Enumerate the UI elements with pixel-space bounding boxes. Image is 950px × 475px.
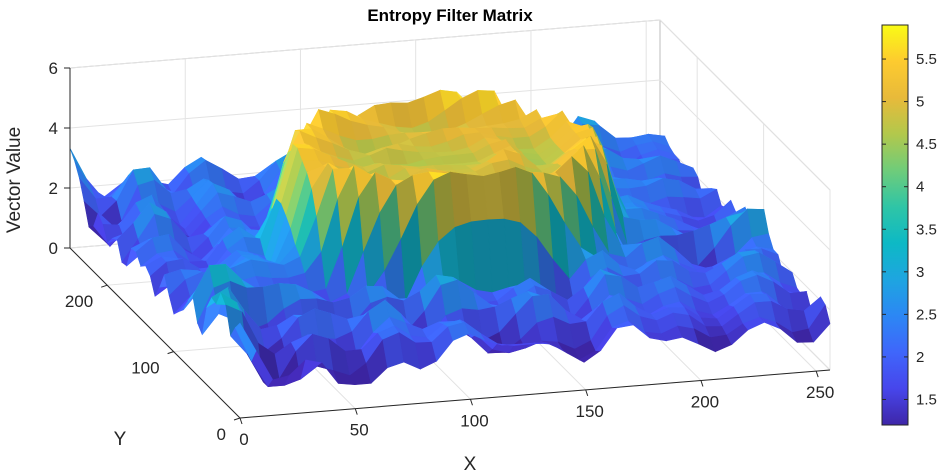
y-axis-ticks: 0 100 200 (65, 284, 241, 444)
x-tick-label: 150 (576, 402, 604, 421)
x-tick-mark (354, 408, 358, 415)
y-tick-mark (233, 417, 241, 421)
y-tick-mark (167, 351, 174, 355)
surface-patch (808, 304, 831, 343)
x-tick-mark (700, 380, 704, 387)
surface-plot (69, 89, 831, 388)
z-tick-label: 0 (49, 239, 58, 258)
x-tick-label: 250 (806, 383, 834, 402)
y-tick-label: 100 (131, 359, 159, 378)
gridline-z-side (659, 19, 831, 191)
gridline-z-back (69, 19, 661, 69)
gridline-z-side (659, 79, 831, 251)
gridline-z-back (69, 79, 661, 129)
x-tick-mark (469, 399, 473, 406)
colorbar-tick-label: 2 (916, 349, 924, 366)
x-tick-mark (815, 370, 819, 378)
colorbar-tick-label: 5.5 (916, 51, 937, 68)
colorbar-tick-label: 4.5 (916, 136, 937, 153)
x-tick-label: 50 (350, 421, 369, 440)
colorbar-ticks: 1.5 2 2.5 3 3.5 4 4.5 5 5.5 (882, 51, 937, 408)
y-tick-mark (101, 284, 108, 288)
x-tick-mark (585, 389, 589, 397)
x-tick-label: 200 (691, 393, 719, 412)
z-axis-label: Vector Value (4, 127, 25, 233)
axes-front-box (69, 68, 831, 419)
y-tick-label: 0 (217, 425, 226, 444)
x-tick-label: 100 (460, 411, 488, 430)
x-axis-line (239, 369, 831, 419)
x-tick-label: 0 (239, 430, 248, 449)
colorbar-tick-label: 3 (916, 264, 924, 281)
z-tick-label: 2 (49, 179, 58, 198)
y-tick-label: 200 (65, 292, 93, 311)
colorbar-tick-label: 5 (916, 94, 924, 111)
z-tick-label: 6 (49, 59, 58, 78)
x-axis-label: X (464, 454, 477, 475)
colorbar-tick-label: 4 (916, 179, 924, 196)
x-axis-ticks: 0 50 100 150 200 250 (239, 370, 834, 449)
y-axis-label: Y (114, 429, 127, 450)
y-axis-line (69, 247, 241, 419)
colorbar-tick-label: 2.5 (916, 306, 937, 323)
chart-title: Entropy Filter Matrix (367, 6, 533, 25)
x-tick-mark (239, 417, 243, 425)
z-tick-label: 4 (49, 119, 58, 138)
z-axis-ticks: 0 2 4 6 (49, 59, 70, 258)
colorbar-tick-label: 1.5 (916, 391, 937, 408)
colorbar-tick-label: 3.5 (916, 221, 937, 238)
colorbar (881, 24, 909, 426)
